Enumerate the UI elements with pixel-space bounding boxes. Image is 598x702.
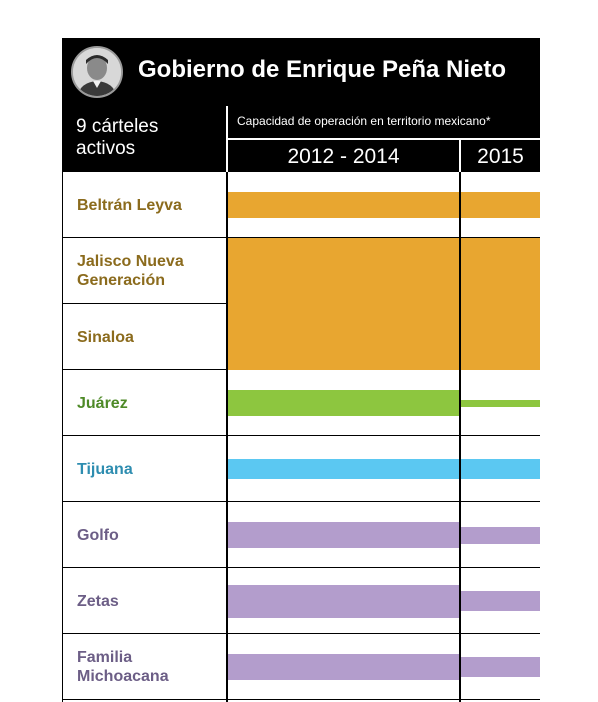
bar-2015 [461, 238, 540, 304]
bar-2015 [461, 459, 540, 479]
bar-2012-2014 [228, 238, 459, 304]
portrait-icon [73, 48, 121, 96]
cartel-label: Tijuana [77, 460, 133, 478]
cartel-label: Jalisco Nueva Generación [77, 253, 184, 289]
row-divider [62, 633, 540, 634]
chart-subtitle: Capacidad de operación en territorio mex… [237, 114, 491, 128]
cartel-label: Beltrán Leyva [77, 196, 182, 214]
cartel-count-label: 9 cárteles activos [76, 116, 159, 159]
bar-2012-2014 [228, 304, 459, 370]
period-header-1: 2012 - 2014 [228, 140, 459, 172]
chart-frame: Gobierno de Enrique Peña Nieto 9 cártele… [62, 38, 540, 702]
bar-2012-2014 [228, 654, 459, 680]
row-divider [62, 699, 540, 700]
cartel-label: Juárez [77, 394, 128, 412]
chart-body: Beltrán Leyva Jalisco Nueva Generación Sin… [62, 172, 540, 702]
bar-2015 [461, 527, 540, 544]
chart-title: Gobierno de Enrique Peña Nieto [138, 56, 507, 83]
period-label-2: 2015 [477, 145, 524, 168]
cartel-label: Zetas [77, 592, 119, 610]
bar-2012-2014 [228, 459, 459, 479]
title-bar: Gobierno de Enrique Peña Nieto [62, 38, 540, 106]
cartel-count-header: 9 cárteles activos [62, 106, 226, 172]
bar-2012-2014 [228, 522, 459, 548]
bar-2012-2014 [228, 192, 459, 218]
president-avatar [71, 46, 123, 98]
grid-divider-names [226, 172, 228, 702]
subtitle-header: Capacidad de operación en territorio mex… [228, 106, 540, 138]
row-divider [62, 237, 540, 238]
bar-2015 [461, 657, 540, 677]
bar-2015 [461, 400, 540, 407]
grid-border-left [62, 172, 63, 702]
cartel-label: Sinaloa [77, 328, 134, 346]
bar-2015 [461, 591, 540, 611]
grid-divider-periods [459, 172, 461, 702]
row-divider [62, 501, 540, 502]
row-divider [62, 435, 540, 436]
bar-2012-2014 [228, 390, 459, 416]
row-divider [62, 567, 540, 568]
cartel-label: Familia Michoacana [77, 649, 169, 685]
bar-2015 [461, 304, 540, 370]
bar-2012-2014 [228, 585, 459, 618]
cartel-label: Golfo [77, 526, 119, 544]
period-header-2: 2015 [461, 140, 540, 172]
bar-2015 [461, 192, 540, 218]
period-label-1: 2012 - 2014 [287, 145, 400, 168]
